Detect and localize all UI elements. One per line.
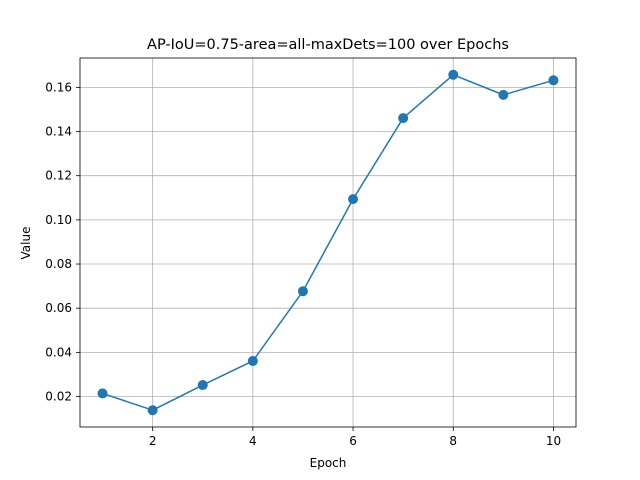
data-point-epoch-5	[297, 286, 308, 297]
data-point-epoch-6	[348, 194, 359, 205]
data-point-epoch-7	[398, 113, 409, 124]
y-tick-label-0.06: 0.06	[45, 301, 72, 315]
y-tick-label-0.10: 0.10	[45, 213, 72, 227]
grid-layer	[80, 58, 576, 427]
x-tick-label-6: 6	[349, 434, 357, 448]
y-tick-label-0.08: 0.08	[45, 257, 72, 271]
data-point-epoch-10	[548, 75, 559, 86]
data-point-epoch-4	[247, 355, 258, 366]
tick-layer: 2 4 6 8 10 0.02 0.04 0.06 0.08 0.10 0.12 0.14 0.16	[45, 80, 561, 448]
data-point-epoch-2	[147, 405, 158, 416]
y-tick-label-0.16: 0.16	[45, 80, 72, 94]
chart-title: AP-IoU=0.75-area=all-maxDets=100 over Ep…	[147, 37, 509, 53]
data-point-epoch-8	[448, 69, 459, 80]
data-point-epoch-3	[197, 380, 208, 391]
y-tick-label-0.14: 0.14	[45, 125, 72, 139]
data-point-epoch-1	[97, 388, 108, 399]
x-axis-label: Epoch	[310, 456, 347, 470]
y-tick-label-0.02: 0.02	[45, 390, 72, 404]
y-tick-label-0.12: 0.12	[45, 169, 72, 183]
x-tick-label-10: 10	[546, 434, 561, 448]
plot-frame	[79, 57, 577, 428]
x-tick-label-2: 2	[149, 434, 157, 448]
axes-layer	[79, 57, 577, 428]
x-tick-label-4: 4	[249, 434, 257, 448]
x-tick-label-8: 8	[449, 434, 457, 448]
data-point-epoch-9	[498, 89, 509, 100]
y-tick-label-0.04: 0.04	[45, 345, 72, 359]
series-layer	[97, 69, 559, 416]
y-axis-label: Value	[19, 227, 33, 260]
series-line-0	[101, 74, 555, 411]
